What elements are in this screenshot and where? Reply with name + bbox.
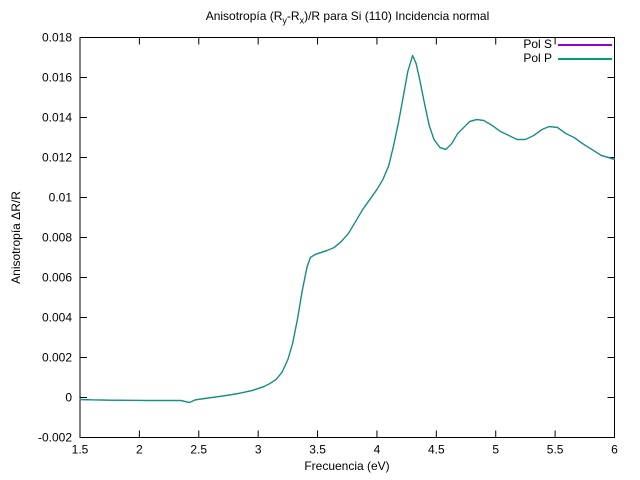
legend-line-sample-pol-s <box>558 43 612 46</box>
x-tick-label: 3.5 <box>309 443 326 457</box>
y-tick-label: 0.016 <box>42 71 72 85</box>
x-tick-label: 4 <box>374 443 381 457</box>
x-tick-label: 6 <box>611 443 618 457</box>
legend-item-pol-s: Pol S <box>523 38 612 51</box>
y-tick-label: 0.008 <box>42 231 72 245</box>
x-tick-label: 5 <box>492 443 499 457</box>
x-tick-label: 2 <box>136 443 143 457</box>
y-tick-label: 0 <box>65 391 72 405</box>
legend-label-pol-p: Pol P <box>523 51 552 65</box>
y-tick-label: 0.012 <box>42 151 72 165</box>
x-axis-title: Frecuencia (eV) <box>304 459 389 473</box>
legend-label-pol-s: Pol S <box>523 37 552 51</box>
legend: Pol S Pol P <box>523 38 612 65</box>
y-axis-title: Anisotropía ΔR/R <box>9 191 23 284</box>
legend-line-sample-pol-p <box>558 57 612 60</box>
series-line-pol-s <box>79 54 616 404</box>
y-tick-label: 0.004 <box>42 311 72 325</box>
y-tick-label: 0.014 <box>42 111 72 125</box>
y-tick-label: 0.006 <box>42 271 72 285</box>
x-tick-label: 3 <box>255 443 262 457</box>
plot-border <box>79 37 615 438</box>
y-tick-label: 0.01 <box>49 191 73 205</box>
series-line-pol-p <box>79 54 616 404</box>
y-tick-label: 0.018 <box>42 31 72 45</box>
y-tick-label: 0.002 <box>42 351 72 365</box>
x-tick-label: 1.5 <box>72 443 89 457</box>
chart-title-part: Anisotropía (R <box>205 9 283 23</box>
x-tick-label: 4.5 <box>428 443 445 457</box>
x-tick-label: 2.5 <box>190 443 207 457</box>
chart-title-part: -R <box>286 9 300 23</box>
legend-item-pol-p: Pol P <box>523 52 612 65</box>
chart-title-part: )/R para Si (110) Incidencia normal <box>304 9 490 23</box>
chart-title: Anisotropía (Ry-Rx)/R para Si (110) Inci… <box>80 9 615 25</box>
chart-title-subscript: x <box>299 15 305 26</box>
y-tick-label: -0.002 <box>38 431 72 445</box>
chart-title-subscript: y <box>282 15 287 26</box>
x-tick-label: 5.5 <box>547 443 564 457</box>
